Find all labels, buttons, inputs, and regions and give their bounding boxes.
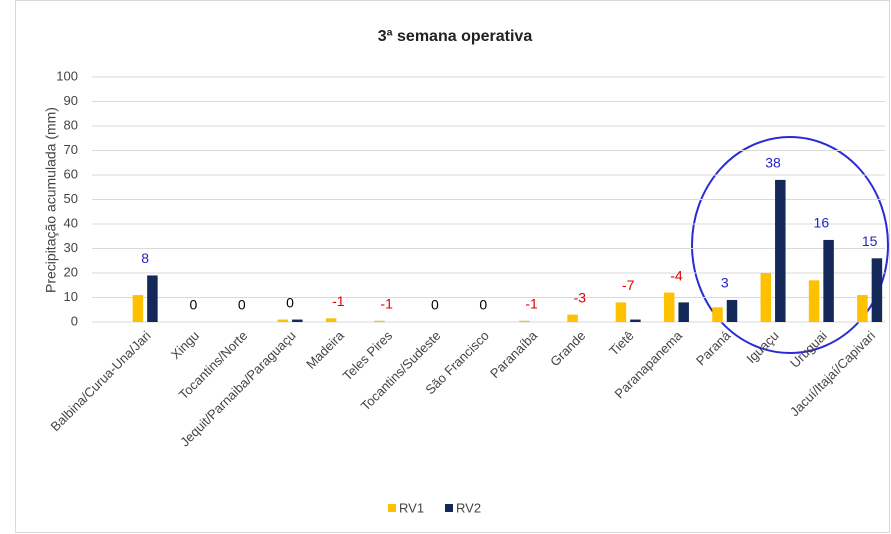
bar bbox=[712, 307, 723, 322]
y-tick-label: 70 bbox=[64, 142, 78, 157]
bar bbox=[132, 295, 144, 322]
legend-label: RV1 bbox=[399, 500, 424, 515]
y-tick-label: 0 bbox=[71, 313, 78, 328]
y-tick-label: 100 bbox=[56, 68, 78, 83]
difference-label: -1 bbox=[525, 295, 538, 311]
y-tick-label: 90 bbox=[64, 93, 78, 108]
bar bbox=[277, 319, 289, 322]
difference-label: 16 bbox=[814, 215, 830, 231]
bar bbox=[726, 299, 738, 322]
chart-frame bbox=[15, 0, 890, 533]
difference-label: 3 bbox=[721, 275, 729, 291]
bar bbox=[663, 292, 675, 322]
bar bbox=[325, 318, 337, 322]
bar bbox=[147, 275, 158, 322]
bar bbox=[374, 320, 385, 322]
y-tick-label: 60 bbox=[64, 166, 78, 181]
legend-swatch bbox=[388, 504, 396, 512]
bar bbox=[775, 179, 786, 322]
difference-label: 15 bbox=[862, 233, 878, 249]
highlight-ellipse bbox=[691, 136, 889, 354]
difference-label: -4 bbox=[670, 267, 683, 283]
y-tick-label: 80 bbox=[64, 117, 78, 132]
y-tick-label: 20 bbox=[64, 264, 78, 279]
bar bbox=[760, 273, 772, 322]
legend-swatch bbox=[445, 504, 453, 512]
difference-label: -1 bbox=[380, 295, 393, 311]
y-tick-label: 30 bbox=[64, 240, 78, 255]
y-axis-label: Precipitação acumulada (mm) bbox=[43, 107, 59, 293]
difference-label: 38 bbox=[765, 155, 781, 171]
y-tick-label: 40 bbox=[64, 215, 78, 230]
difference-label: -1 bbox=[332, 293, 345, 309]
difference-label: -3 bbox=[574, 289, 587, 305]
bar bbox=[857, 295, 868, 322]
difference-label: 0 bbox=[479, 297, 487, 313]
difference-label: -7 bbox=[622, 277, 635, 293]
bar bbox=[615, 302, 627, 322]
difference-label: 0 bbox=[286, 294, 294, 310]
y-tick-label: 10 bbox=[64, 289, 78, 304]
bar bbox=[871, 258, 883, 322]
legend-label: RV2 bbox=[456, 500, 481, 515]
bar bbox=[808, 280, 820, 322]
difference-label: 0 bbox=[238, 297, 246, 313]
bar bbox=[823, 239, 834, 322]
bar bbox=[630, 319, 641, 322]
bar bbox=[519, 320, 530, 322]
difference-label: 0 bbox=[431, 297, 439, 313]
y-tick-label: 50 bbox=[64, 191, 78, 206]
chart-title: 3ª semana operativa bbox=[378, 28, 533, 45]
difference-label: 0 bbox=[190, 297, 198, 313]
bar bbox=[678, 302, 689, 322]
difference-label: 8 bbox=[141, 250, 149, 266]
bar bbox=[292, 319, 303, 322]
bar bbox=[567, 314, 578, 322]
